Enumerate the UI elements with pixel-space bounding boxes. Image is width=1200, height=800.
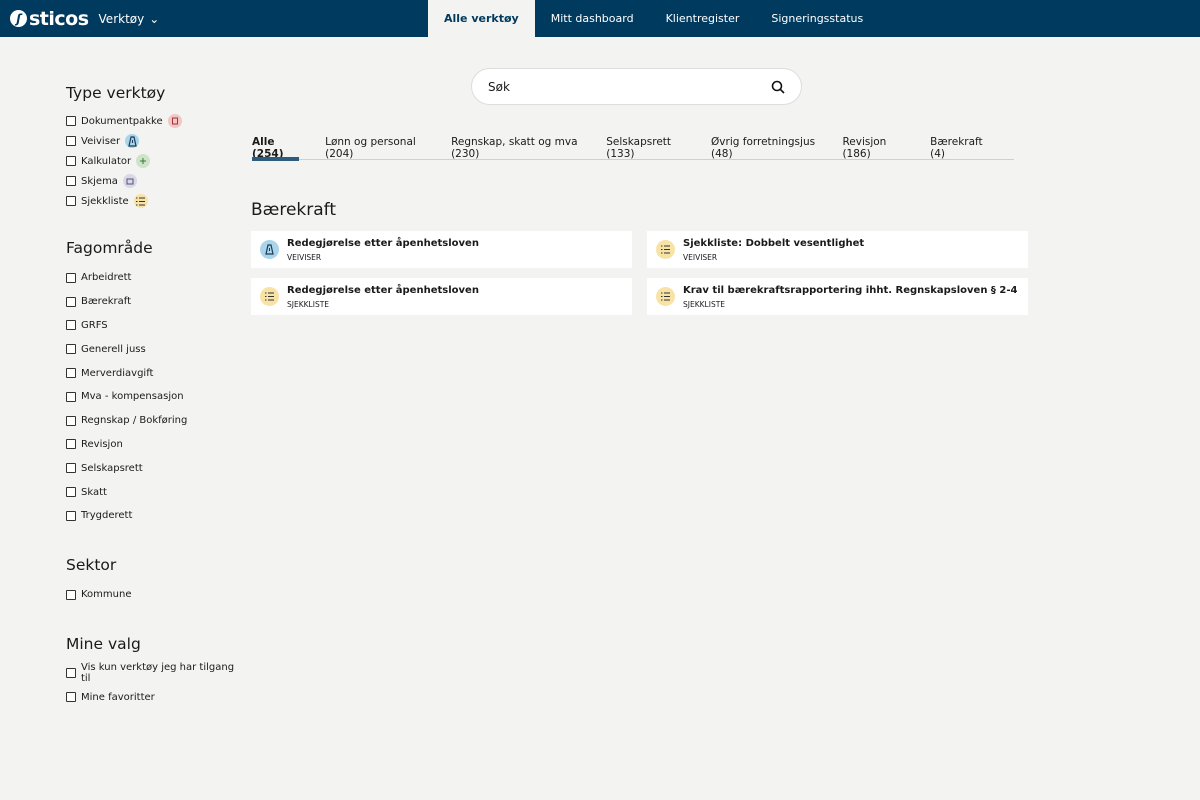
tool-title: Krav til bærekraftsrapportering ihht. Re… [683, 284, 1018, 296]
tab[interactable]: Lønn og personal (204) [325, 136, 416, 160]
filter-checkbox[interactable]: Bærekraft [66, 290, 246, 314]
checkbox[interactable] [66, 463, 76, 474]
filter-checkbox[interactable]: Vis kun verktøy jeg har tilgang til [66, 662, 246, 686]
checkbox[interactable] [66, 668, 76, 679]
checklist-icon [656, 240, 675, 259]
sticos-logo[interactable]: ʃ sticos [10, 8, 89, 30]
checkbox[interactable] [66, 176, 76, 186]
section-title: Bærekraft [251, 200, 337, 220]
filter-checkbox[interactable]: Dokumentpakke [66, 111, 246, 131]
signpost-icon [260, 240, 279, 259]
filter-checkbox[interactable]: Generell juss [66, 337, 246, 361]
nav-signeringsstatus[interactable]: Signeringsstatus [771, 12, 864, 25]
checkbox[interactable] [66, 320, 76, 331]
category-tabs: Alle (254) Lønn og personal (204) Regnskap… [252, 134, 1014, 161]
checklist-icon [133, 194, 148, 208]
filter-group-type: Type verktøy Dokumentpakke Veiviser Kalkula… [66, 84, 246, 211]
filter-group-fag: Fagområde Arbeidrett Bærekraft GRFS Generell… [66, 239, 246, 528]
tab[interactable]: Bærekraft (4) [930, 136, 983, 160]
top-bar: ʃ sticos Verktøy ⌄ Alle verktøy Mitt dashb… [0, 0, 1200, 37]
checklist-icon [260, 287, 279, 306]
checklist-icon [656, 287, 675, 306]
tool-menu[interactable]: Verktøy ⌄ [98, 11, 160, 26]
checkbox[interactable] [66, 136, 76, 146]
checkbox[interactable] [66, 439, 76, 450]
tab[interactable]: Selskapsrett (133) [606, 136, 672, 160]
search-icon[interactable] [771, 80, 785, 94]
tool-type: SJEKKLISTE [287, 299, 330, 309]
filter-group-sektor: Sektor Kommune [66, 556, 246, 607]
filter-group-mine: Mine valg Vis kun verktøy jeg har tilgang… [66, 635, 246, 710]
checkbox[interactable] [66, 344, 76, 355]
filter-group-title: Fagområde [66, 239, 153, 257]
tab[interactable]: Revisjon (186) [842, 136, 887, 160]
filter-checkbox[interactable]: Mva - kompensasjon [66, 385, 246, 409]
filter-checkbox[interactable]: Skjema [66, 171, 246, 191]
checkbox[interactable] [66, 368, 76, 379]
filter-group-title: Type verktøy [66, 84, 166, 102]
filter-checkbox[interactable]: Skatt [66, 480, 246, 504]
filter-group-title: Mine valg [66, 634, 141, 653]
filter-checkbox[interactable]: Sjekkliste [66, 191, 246, 211]
filter-checkbox[interactable]: Arbeidrett [66, 266, 246, 290]
tool-type: SJEKKLISTE [683, 299, 726, 309]
checkbox[interactable] [66, 487, 76, 498]
checkbox[interactable] [66, 272, 76, 283]
filter-checkbox[interactable]: Mine favoritter [66, 685, 246, 709]
tool-title: Sjekkliste: Dobbelt vesentlighet [683, 237, 865, 249]
checkbox[interactable] [66, 156, 76, 166]
filter-checkbox[interactable]: Kalkulator [66, 151, 246, 171]
filter-checkbox[interactable]: Merverdiavgift [66, 361, 246, 385]
tool-title: Redegjørelse etter åpenhetsloven [287, 284, 479, 296]
nav-alle-verktoy[interactable]: Alle verktøy [428, 0, 535, 37]
calculator-icon [136, 154, 151, 168]
tab[interactable]: Regnskap, skatt og mva (230) [451, 136, 578, 160]
tool-card[interactable]: Sjekkliste: Dobbelt vesentlighet VEIVISER [647, 231, 1028, 268]
filter-checkbox[interactable]: Selskapsrett [66, 456, 246, 480]
document-icon [167, 114, 182, 128]
tool-card[interactable]: Redegjørelse etter åpenhetsloven SJEKKLIS… [251, 278, 632, 315]
filter-checkbox[interactable]: Trygderett [66, 504, 246, 528]
checkbox[interactable] [66, 589, 76, 600]
tab[interactable]: Alle (254) [252, 134, 300, 161]
nav-mitt-dashboard[interactable]: Mitt dashboard [550, 12, 634, 25]
checkbox[interactable] [66, 692, 76, 703]
tool-card[interactable]: Redegjørelse etter åpenhetsloven VEIVISER [251, 231, 632, 268]
signpost-icon [125, 134, 140, 148]
filter-group-title: Sektor [66, 555, 117, 574]
filter-sidebar: Type verktøy Dokumentpakke Veiviser Kalkula… [66, 84, 246, 737]
tool-type: VEIVISER [287, 252, 322, 262]
main-nav: Alle verktøy Mitt dashboard Klientregist… [428, 0, 879, 37]
checkbox[interactable] [66, 196, 76, 206]
checkbox[interactable] [66, 415, 76, 426]
checkbox[interactable] [66, 296, 76, 307]
filter-checkbox[interactable]: Revisjon [66, 433, 246, 457]
checkbox[interactable] [66, 510, 76, 521]
tool-type: VEIVISER [683, 252, 718, 262]
chevron-down-icon: ⌄ [149, 11, 160, 26]
form-icon [122, 174, 137, 188]
tab[interactable]: Øvrig forretningsjus (48) [711, 136, 816, 160]
tool-title: Redegjørelse etter åpenhetsloven [287, 237, 479, 249]
filter-checkbox[interactable]: GRFS [66, 314, 246, 338]
checkbox[interactable] [66, 116, 76, 126]
search-input[interactable]: Søk [471, 68, 802, 105]
filter-checkbox[interactable]: Kommune [66, 583, 246, 607]
nav-klientregister[interactable]: Klientregister [665, 12, 740, 25]
checkbox[interactable] [66, 391, 76, 402]
filter-checkbox[interactable]: Veiviser [66, 131, 246, 151]
filter-checkbox[interactable]: Regnskap / Bokføring [66, 409, 246, 433]
tool-card[interactable]: Krav til bærekraftsrapportering ihht. Re… [647, 278, 1028, 315]
logo-icon: ʃ [10, 10, 27, 27]
